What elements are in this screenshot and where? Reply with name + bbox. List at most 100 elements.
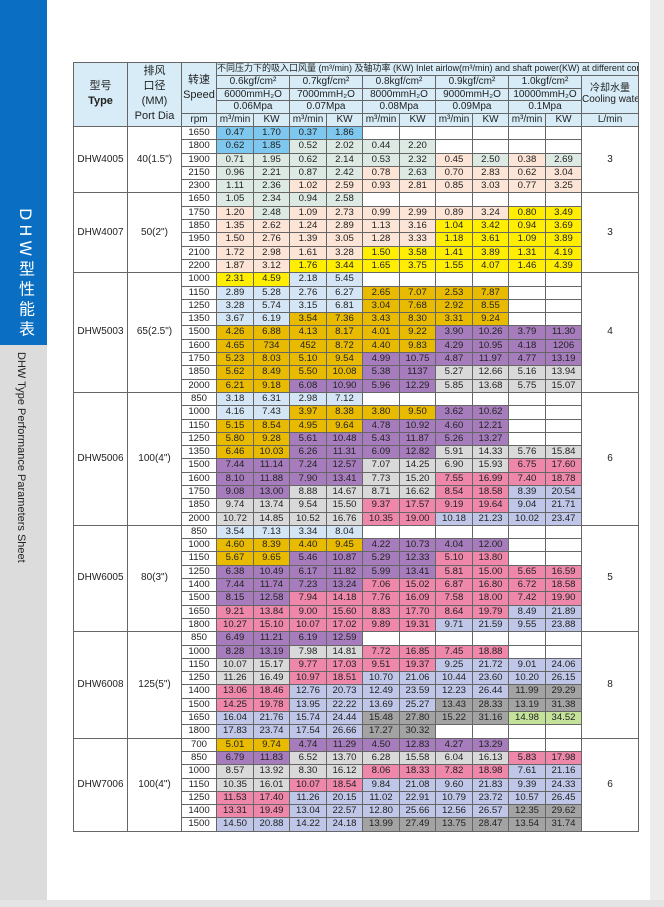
rpm-cell: 1750 xyxy=(181,352,217,367)
airflow-cell: 10.07 xyxy=(289,777,327,792)
airflow-cell: 10.70 xyxy=(362,671,400,686)
airflow-cell: 4.26 xyxy=(216,325,254,340)
power-cell: 21.72 xyxy=(472,657,509,673)
airflow-cell: 12.80 xyxy=(362,804,400,819)
airflow-cell: 4.29 xyxy=(435,338,473,354)
rpm-cell: 1750 xyxy=(181,205,217,221)
pressure-mpa-header: 0.09Mpa xyxy=(435,100,509,115)
rpm-cell: 1650 xyxy=(181,192,217,207)
power-cell: 6.31 xyxy=(253,391,290,407)
power-cell: 9.18 xyxy=(253,378,290,393)
airflow-cell: 5.99 xyxy=(362,564,400,580)
power-cell: 23.60 xyxy=(472,671,509,686)
airflow-cell: 7.24 xyxy=(289,458,327,473)
rpm-cell: 1150 xyxy=(181,285,217,300)
airflow-cell: 4.40 xyxy=(362,338,400,354)
airflow-cell: 2.98 xyxy=(289,391,327,407)
power-cell: 19.31 xyxy=(399,617,436,633)
airflow-cell xyxy=(362,391,400,407)
airflow-cell: 9.08 xyxy=(216,484,254,500)
airflow-cell: 3.80 xyxy=(362,405,400,420)
port-diameter: 40(1.5") xyxy=(127,125,182,194)
airflow-cell: 5.80 xyxy=(216,431,254,447)
pressure-kgf-header: 0.8kgf/cm² xyxy=(362,74,436,89)
airflow-cell: 14.25 xyxy=(216,697,254,713)
airflow-cell: 5.01 xyxy=(216,737,254,752)
power-cell: 18.58 xyxy=(472,484,509,500)
airflow-cell: 17.54 xyxy=(289,724,327,739)
table-row: 2150 0.96 2.21 0.87 2.42 0.78 2.63 0.70 2.83 0.62… xyxy=(74,165,639,181)
airflow-cell: 10.35 xyxy=(216,777,254,792)
airflow-cell: 0.89 xyxy=(435,205,473,221)
airflow-cell: 13.75 xyxy=(435,817,473,832)
airflow-cell: 13.43 xyxy=(435,697,473,713)
rpm-cell: 1400 xyxy=(181,578,217,593)
airflow-cell: 1.55 xyxy=(435,258,473,274)
power-cell: 4.39 xyxy=(545,258,582,274)
power-cell: 21.71 xyxy=(545,498,582,513)
airflow-cell xyxy=(508,298,546,314)
table-row: 1400 13.31 19.49 13.04 22.57 12.80 25.66 12.56 2… xyxy=(74,804,639,819)
power-cell: 26.15 xyxy=(545,671,582,686)
airflow-cell: 4.16 xyxy=(216,405,254,420)
power-cell xyxy=(545,272,582,287)
power-cell: 19.64 xyxy=(472,498,509,513)
rpm-cell: 850 xyxy=(181,524,217,540)
power-cell: 23.88 xyxy=(545,617,582,633)
power-cell: 10.08 xyxy=(326,365,363,380)
power-cell: 1.95 xyxy=(253,152,290,167)
power-cell: 3.89 xyxy=(545,232,582,247)
power-cell: 3.24 xyxy=(472,205,509,221)
power-cell: 21.16 xyxy=(545,764,582,779)
speed-header: 转速 Speed xyxy=(181,61,217,115)
rpm-cell: 1400 xyxy=(181,684,217,699)
power-cell: 2.59 xyxy=(326,179,363,194)
flow-unit: m³/min xyxy=(289,113,327,127)
power-cell: 6.81 xyxy=(326,298,363,314)
airflow-cell: 4.65 xyxy=(216,338,254,354)
rpm-unit: rpm xyxy=(181,113,217,127)
airflow-cell: 6.26 xyxy=(289,445,327,460)
airflow-cell xyxy=(508,737,546,752)
table-row: 2200 1.87 3.12 1.76 3.44 1.65 3.75 1.55 4.07 1.46… xyxy=(74,258,639,274)
power-cell xyxy=(545,139,582,154)
table-row: 1150 10.07 15.17 9.77 17.03 9.51 19.37 9.25 21.7… xyxy=(74,657,639,673)
power-cell: 10.26 xyxy=(472,325,509,340)
airflow-cell: 3.97 xyxy=(289,405,327,420)
airflow-cell: 1.50 xyxy=(216,232,254,247)
power-cell: 22.57 xyxy=(326,804,363,819)
pressure-kgf-header: 0.9kgf/cm² xyxy=(435,74,509,89)
airflow-cell: 9.21 xyxy=(216,604,254,619)
table-row: DHW7006 100(4") 700 5.01 9.74 4.74 11.29 4.50 12… xyxy=(73,737,640,832)
rpm-cell: 1250 xyxy=(181,298,217,314)
power-cell: 26.44 xyxy=(472,684,509,699)
power-cell xyxy=(545,538,582,553)
airflow-cell: 6.90 xyxy=(435,458,473,473)
power-cell: 12.83 xyxy=(399,737,436,752)
power-cell: 2.63 xyxy=(399,165,436,181)
airflow-cell: 0.70 xyxy=(435,165,473,181)
power-cell: 2.32 xyxy=(399,152,436,167)
airflow-cell: 1.31 xyxy=(508,245,546,260)
pressure-kgf-header: 0.7kgf/cm² xyxy=(289,74,363,89)
airflow-cell: 9.60 xyxy=(435,777,473,792)
airflow-cell: 0.78 xyxy=(362,165,400,181)
airflow-cell: 7.42 xyxy=(508,591,546,606)
rpm-cell: 1150 xyxy=(181,657,217,673)
airflow-cell: 15.22 xyxy=(435,711,473,726)
power-cell: 10.49 xyxy=(253,564,290,580)
airflow-cell: 6.21 xyxy=(216,378,254,393)
table-row: 1150 10.35 16.01 10.07 18.54 9.84 21.08 9.60 21.… xyxy=(74,777,639,792)
airflow-cell: 15.74 xyxy=(289,711,327,726)
airflow-cell: 3.54 xyxy=(289,312,327,327)
power-cell: 18.58 xyxy=(545,578,582,593)
power-cell: 10.03 xyxy=(253,445,290,460)
rpm-cell: 1250 xyxy=(181,790,217,806)
power-cell: 13.84 xyxy=(253,604,290,619)
airflow-cell: 13.31 xyxy=(216,804,254,819)
airflow-cell: 3.15 xyxy=(289,298,327,314)
airflow-cell: 6.04 xyxy=(435,750,473,766)
rpm-cell: 1850 xyxy=(181,219,217,234)
power-unit: KW xyxy=(399,113,436,127)
table-row: 1500 8.15 12.58 7.94 14.18 7.76 16.09 7.58 18.00… xyxy=(74,591,639,606)
